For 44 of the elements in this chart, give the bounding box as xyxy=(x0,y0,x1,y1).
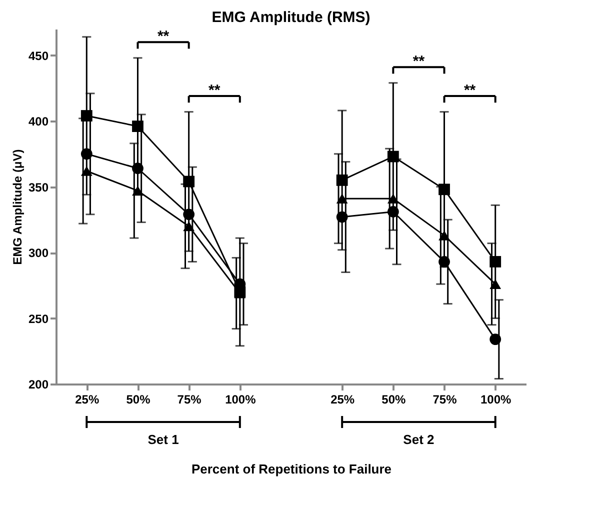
point xyxy=(490,334,502,345)
point xyxy=(183,176,195,188)
y-tick-label: 250 xyxy=(28,312,49,326)
x-tick-label: 100% xyxy=(480,392,512,406)
y-tick-label: 450 xyxy=(28,48,49,63)
y-tick-label: 300 xyxy=(28,246,49,260)
x-tick-label: 25% xyxy=(75,392,100,406)
annotation: ** xyxy=(208,82,220,100)
point xyxy=(438,256,450,268)
point xyxy=(438,184,450,196)
x-tick-label: 75% xyxy=(177,392,202,406)
annotation: ** xyxy=(412,53,425,70)
point xyxy=(132,120,144,132)
annotation: ** xyxy=(157,28,170,46)
point xyxy=(387,194,399,204)
x-tick-label: 100% xyxy=(225,392,256,406)
text: Set 2 xyxy=(403,432,434,447)
point xyxy=(387,150,399,162)
chart-title: EMG Amplitude (RMS) xyxy=(212,9,370,26)
point xyxy=(80,166,92,176)
y-axis-title: EMG Amplitude (μV) xyxy=(10,149,24,265)
point xyxy=(336,211,348,223)
x-tick-label: 75% xyxy=(432,392,458,406)
point xyxy=(490,279,502,290)
point xyxy=(80,148,92,160)
point xyxy=(336,174,348,186)
point xyxy=(336,194,348,204)
point xyxy=(80,110,92,122)
point xyxy=(438,230,450,240)
x-tick-label: 50% xyxy=(382,392,406,406)
point xyxy=(132,162,144,174)
text: Set 1 xyxy=(148,432,179,447)
x-tick-label: 50% xyxy=(126,392,151,406)
y-tick-label: 350 xyxy=(28,180,49,194)
point xyxy=(183,208,195,220)
x-tick-label: 25% xyxy=(330,392,355,406)
point xyxy=(387,206,399,218)
x-axis-title: Percent of Repetitions to Failure xyxy=(191,462,392,476)
point xyxy=(490,256,502,268)
annotation: ** xyxy=(464,82,476,100)
y-tick-label: 200 xyxy=(28,378,49,392)
point xyxy=(183,221,195,232)
point xyxy=(132,186,144,196)
y-tick-label: 400 xyxy=(28,114,49,129)
